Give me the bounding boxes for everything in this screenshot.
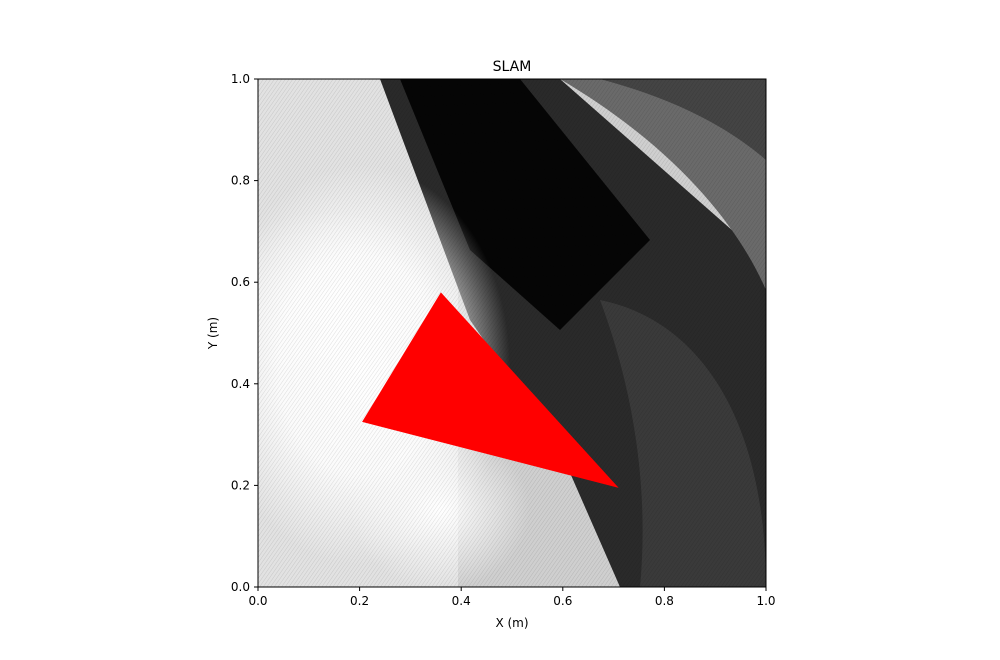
x-tick-label: 0.6 [553,594,572,608]
x-tick-label: 0.2 [350,594,369,608]
y-tick-label: 0.0 [231,580,250,594]
chart-title: SLAM [493,59,532,75]
x-tick-label: 0.0 [248,594,267,608]
y-tick-label: 0.8 [231,174,250,188]
y-tick-label: 0.6 [231,275,250,289]
y-tick-label: 0.4 [231,377,250,391]
robot-pose-triangle [362,292,619,488]
y-tick-label: 0.2 [231,478,250,492]
x-tick-label: 0.4 [452,594,471,608]
y-tick-label: 1.0 [231,72,250,86]
x-tick-label: 1.0 [756,594,775,608]
x-axis-ticks: 0.0 0.2 0.4 0.6 0.8 1.0 [248,587,776,608]
x-tick-label: 0.8 [655,594,674,608]
occupancy-map [258,79,766,587]
y-axis-ticks: 0.0 0.2 0.4 0.6 0.8 1.0 [231,72,258,594]
axes-frame [257,78,767,588]
x-axis-label: X (m) [495,616,528,630]
y-axis-label: Y (m) [206,317,220,350]
